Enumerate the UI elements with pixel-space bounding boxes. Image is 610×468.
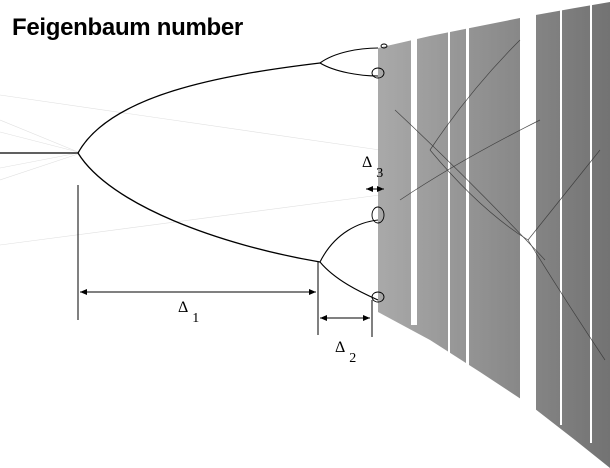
chaos-curves: [394, 39, 606, 361]
period-2-upper-branch: [77, 62, 321, 154]
delta-2-symbol: Δ: [335, 339, 346, 356]
delta-1-label: Δ1: [178, 299, 199, 326]
transient-lines: [0, 94, 381, 246]
delta-2-label: Δ2: [335, 339, 356, 366]
period-4-lower-bulb: [319, 219, 379, 301]
periodic-windows: [411, 3, 592, 443]
period-2-lower-branch: [77, 152, 321, 263]
period-8-bulbs: [371, 43, 388, 303]
delta-1-symbol: Δ: [178, 299, 189, 316]
delta-3-symbol: Δ: [362, 154, 373, 171]
delta-3-index: 3: [376, 166, 384, 181]
delta-2-index: 2: [349, 351, 357, 366]
chaos-region: [378, 2, 610, 468]
delta-3-label: Δ3: [362, 154, 383, 181]
delta-1-index: 1: [192, 311, 200, 326]
period-4-upper-bulb: [319, 47, 379, 77]
reference-lines: [77, 185, 373, 337]
page-title: Feigenbaum number: [12, 14, 243, 41]
